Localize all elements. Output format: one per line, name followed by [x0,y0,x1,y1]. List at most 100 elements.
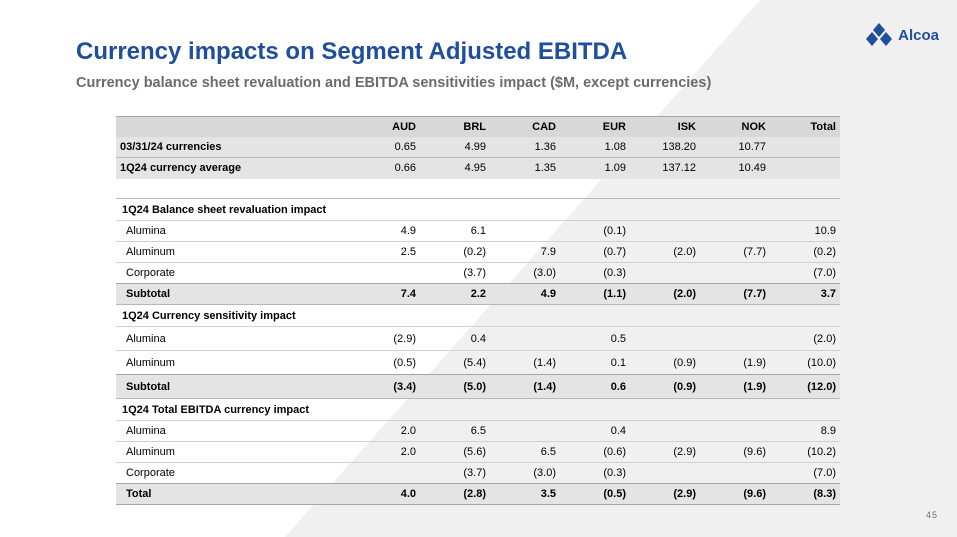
cell-eur: 0.5 [610,332,626,345]
section-title-sensitivity: 1Q24 Currency sensitivity impact [122,309,296,322]
cell-aud: 4.0 [400,488,416,500]
cell-aud: 0.66 [394,162,416,175]
cell-total: (7.0) [813,467,836,479]
cell-total: (8.3) [813,488,836,500]
total-row: Total 4.0 (2.8) 3.5 (0.5) (2.9) (9.6) (8… [116,483,840,505]
cell-isk: (2.0) [673,246,696,258]
table-row: Aluminum 2.5 (0.2) 7.9 (0.7) (2.0) (7.7)… [116,241,840,263]
currency-impact-table: AUD BRL CAD EUR ISK NOK Total 03/31/24 c… [116,116,840,505]
cell-eur: (0.5) [603,488,626,500]
spacer-row [116,179,840,199]
header-nok: NOK [741,120,766,133]
cell-cad: 3.5 [540,488,556,500]
cell-nok [700,327,770,351]
cell-cad: (1.4) [533,356,556,369]
cell-aud [356,463,420,484]
header-brl: BRL [463,120,486,133]
cell-cad: (3.0) [533,267,556,279]
cell-total [770,137,840,158]
cell-nok [700,221,770,242]
cell-nok: (1.9) [743,356,766,369]
row-label: Corporate [126,267,175,279]
table-row: Aluminum (0.5) (5.4) (1.4) 0.1 (0.9) (1.… [116,350,840,375]
row-label: Alumina [126,332,166,345]
cell-cad [490,421,560,442]
cell-isk: (2.0) [673,288,696,300]
cell-isk [630,327,700,351]
cell-total: (10.0) [807,356,836,369]
cell-eur: (1.1) [603,288,626,300]
cell-eur: 1.08 [604,140,626,153]
cell-nok [700,263,770,284]
cell-cad: 6.5 [540,446,556,458]
cell-cad [490,327,560,351]
row-label: Aluminum [126,356,175,369]
cell-aud: 2.0 [400,446,416,458]
page-title: Currency impacts on Segment Adjusted EBI… [76,38,628,65]
cell-total: (10.2) [807,446,836,458]
table-header-row: AUD BRL CAD EUR ISK NOK Total [116,116,840,137]
cell-eur: 1.09 [604,162,626,175]
cell-nok: (1.9) [743,380,766,393]
row-label: Total [126,488,152,500]
cell-aud: 2.5 [400,246,416,258]
alcoa-logo: Alcoa [865,22,939,48]
table-row: Alumina (2.9) 0.4 0.5 (2.0) [116,326,840,351]
cell-isk [630,263,700,284]
cell-cad [490,221,560,242]
subtotal-row: Subtotal (3.4) (5.0) (1.4) 0.6 (0.9) (1.… [116,374,840,399]
cell-brl: (5.0) [463,380,486,393]
cell-cad: (3.0) [533,467,556,479]
table-row: 1Q24 currency average 0.66 4.95 1.35 1.0… [116,157,840,179]
cell-isk [630,221,700,242]
cell-eur: 0.6 [610,380,626,393]
cell-aud: (0.5) [393,356,416,369]
cell-eur: (0.7) [603,246,626,258]
cell-brl: (0.2) [463,246,486,258]
row-label: Alumina [126,225,166,237]
cell-aud: 2.0 [400,425,416,437]
cell-brl: 4.99 [464,140,486,153]
cell-isk: (0.9) [673,380,696,393]
cell-isk: (0.9) [673,356,696,369]
row-label: 03/31/24 currencies [120,140,222,153]
section-title-total-impact: 1Q24 Total EBITDA currency impact [122,403,310,416]
cell-nok [700,421,770,442]
row-label: Aluminum [126,446,175,458]
cell-brl: (3.7) [463,467,486,479]
cell-isk [630,463,700,484]
cell-nok: (9.6) [743,446,766,458]
cell-aud: 7.4 [400,288,416,300]
header-cad: CAD [532,120,556,133]
cell-total: 10.9 [814,225,836,237]
cell-eur: 0.4 [610,425,626,437]
table-row: Alumina 2.0 6.5 0.4 8.9 [116,420,840,442]
cell-cad: (1.4) [533,380,556,393]
row-label: 1Q24 currency average [120,162,242,175]
cell-nok: (7.7) [743,246,766,258]
cell-brl: (3.7) [463,267,486,279]
row-label: Subtotal [126,380,170,393]
cell-nok [700,463,770,484]
header-isk: ISK [677,120,696,133]
cell-aud [356,263,420,284]
cell-isk: (2.9) [673,446,696,458]
cell-total: (2.0) [813,332,836,345]
alcoa-logo-icon [866,23,893,46]
table-row: Corporate (3.7) (3.0) (0.3) (7.0) [116,262,840,284]
row-label: Alumina [126,425,166,437]
section-header: 1Q24 Total EBITDA currency impact [116,398,840,421]
cell-cad: 4.9 [540,288,556,300]
cell-total: 3.7 [820,288,836,300]
cell-nok: (9.6) [743,488,766,500]
cell-eur: (0.6) [603,446,626,458]
cell-cad: 1.36 [534,140,556,153]
cell-brl: (5.4) [463,356,486,369]
cell-total [770,158,840,179]
cell-isk: 137.12 [662,162,696,175]
cell-eur: (0.3) [603,467,626,479]
cell-brl: (2.8) [463,488,486,500]
cell-aud: 0.65 [394,140,416,153]
cell-eur: (0.1) [603,225,626,237]
